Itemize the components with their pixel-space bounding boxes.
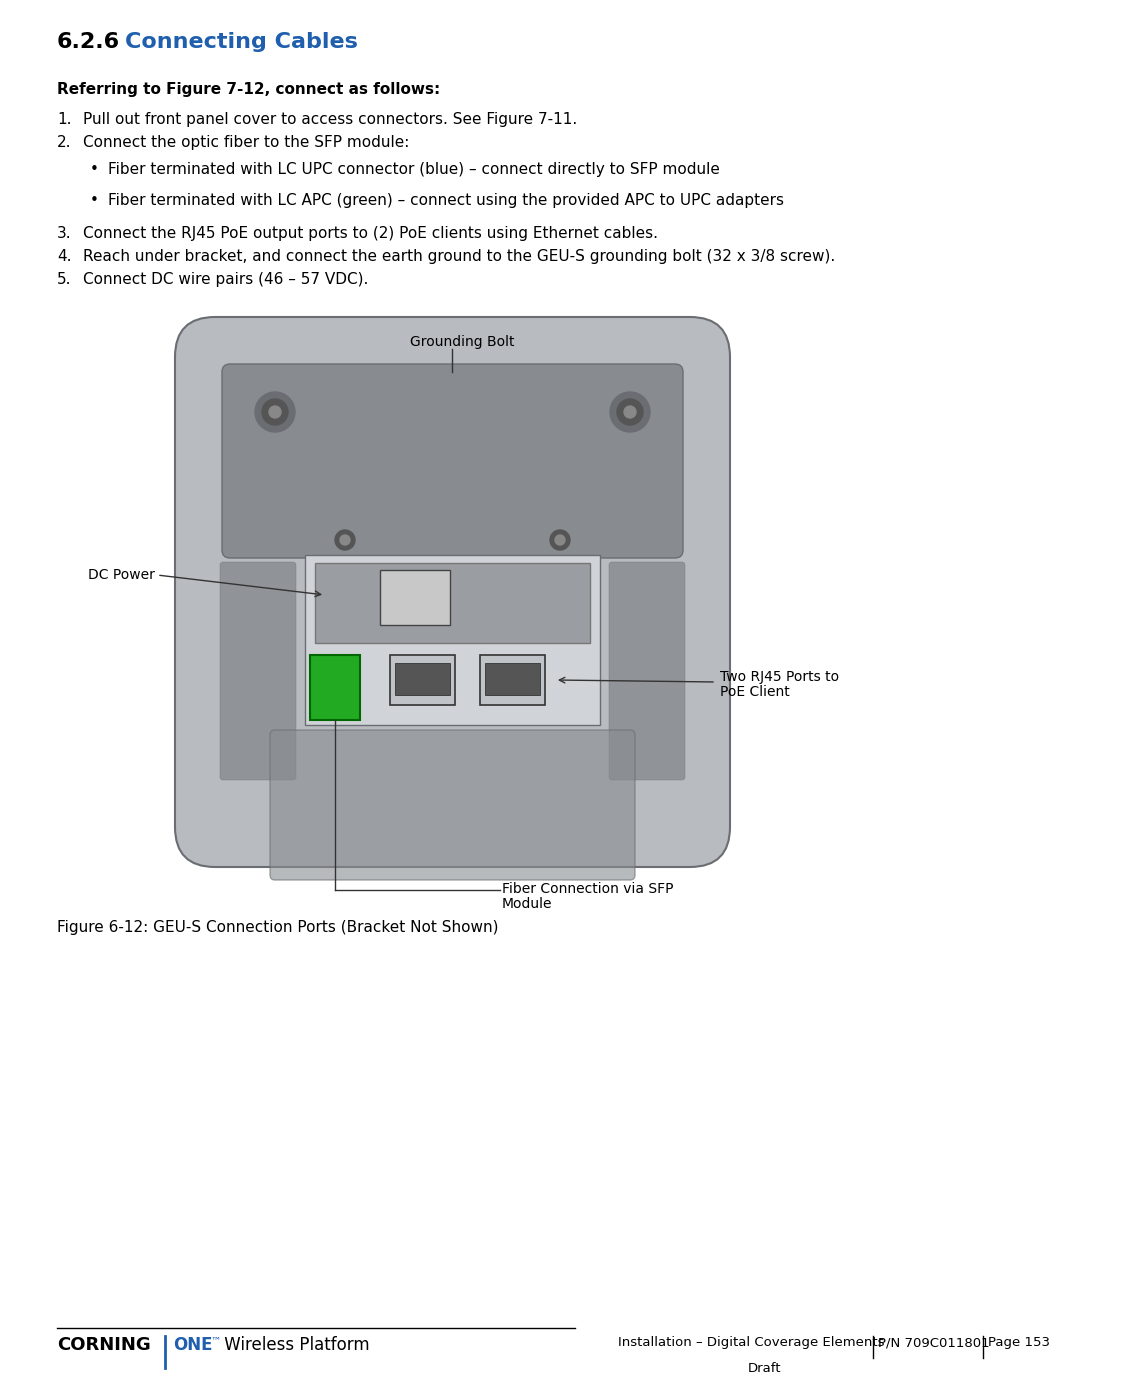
Text: Pull out front panel cover to access connectors. See Figure 7-11.: Pull out front panel cover to access con… <box>83 112 578 127</box>
Text: Referring to Figure 7-12, connect as follows:: Referring to Figure 7-12, connect as fol… <box>57 82 440 98</box>
Bar <box>380 570 450 625</box>
Circle shape <box>335 530 355 551</box>
Text: PoE Client: PoE Client <box>720 684 790 698</box>
Text: ™: ™ <box>211 1335 221 1345</box>
Circle shape <box>550 530 570 551</box>
FancyBboxPatch shape <box>609 562 685 781</box>
Bar <box>480 655 545 705</box>
Text: DC Power: DC Power <box>88 567 155 583</box>
Text: 2.: 2. <box>57 135 71 151</box>
Text: •: • <box>91 192 99 208</box>
Circle shape <box>617 399 643 425</box>
Text: Fiber Connection via SFP: Fiber Connection via SFP <box>502 882 674 896</box>
FancyBboxPatch shape <box>175 316 730 867</box>
Text: 4.: 4. <box>57 250 71 263</box>
Circle shape <box>262 399 288 425</box>
Bar <box>305 555 601 725</box>
Text: Two RJ45 Ports to: Two RJ45 Ports to <box>720 671 839 684</box>
Text: Wireless Platform: Wireless Platform <box>219 1335 370 1354</box>
Text: P/N 709C011801: P/N 709C011801 <box>878 1335 990 1349</box>
Text: 5.: 5. <box>57 272 71 287</box>
Circle shape <box>269 406 281 418</box>
Text: Draft: Draft <box>748 1362 782 1374</box>
FancyBboxPatch shape <box>222 364 683 558</box>
Text: Connect DC wire pairs (46 – 57 VDC).: Connect DC wire pairs (46 – 57 VDC). <box>83 272 368 287</box>
Circle shape <box>256 392 295 432</box>
FancyBboxPatch shape <box>270 730 635 880</box>
Text: Installation – Digital Coverage Elements: Installation – Digital Coverage Elements <box>618 1335 885 1349</box>
Text: Grounding Bolt: Grounding Bolt <box>410 335 515 348</box>
Circle shape <box>555 535 565 545</box>
Text: Fiber terminated with LC UPC connector (blue) – connect directly to SFP module: Fiber terminated with LC UPC connector (… <box>108 162 720 177</box>
Text: 6.2.6: 6.2.6 <box>57 32 120 52</box>
Circle shape <box>625 406 636 418</box>
Text: Figure 6-12: GEU-S Connection Ports (Bracket Not Shown): Figure 6-12: GEU-S Connection Ports (Bra… <box>57 920 499 935</box>
Text: Connect the optic fiber to the SFP module:: Connect the optic fiber to the SFP modul… <box>83 135 409 151</box>
Text: 3.: 3. <box>57 226 71 241</box>
Bar <box>311 655 360 719</box>
Text: •: • <box>91 162 99 177</box>
Text: Connect the RJ45 PoE output ports to (2) PoE clients using Ethernet cables.: Connect the RJ45 PoE output ports to (2)… <box>83 226 658 241</box>
Text: CORNING: CORNING <box>57 1335 151 1354</box>
FancyBboxPatch shape <box>220 562 296 781</box>
Text: ONE: ONE <box>173 1335 212 1354</box>
Text: Connecting Cables: Connecting Cables <box>125 32 358 52</box>
Text: Reach under bracket, and connect the earth ground to the GEU-S grounding bolt (3: Reach under bracket, and connect the ear… <box>83 250 835 263</box>
Text: Fiber terminated with LC APC (green) – connect using the provided APC to UPC ada: Fiber terminated with LC APC (green) – c… <box>108 192 784 208</box>
Bar <box>390 655 455 705</box>
Bar <box>315 563 590 643</box>
Circle shape <box>340 535 350 545</box>
Text: Module: Module <box>502 896 552 912</box>
Text: 1.: 1. <box>57 112 71 127</box>
Text: Page 153: Page 153 <box>988 1335 1050 1349</box>
Bar <box>395 664 450 696</box>
Circle shape <box>610 392 650 432</box>
Bar <box>485 664 540 696</box>
